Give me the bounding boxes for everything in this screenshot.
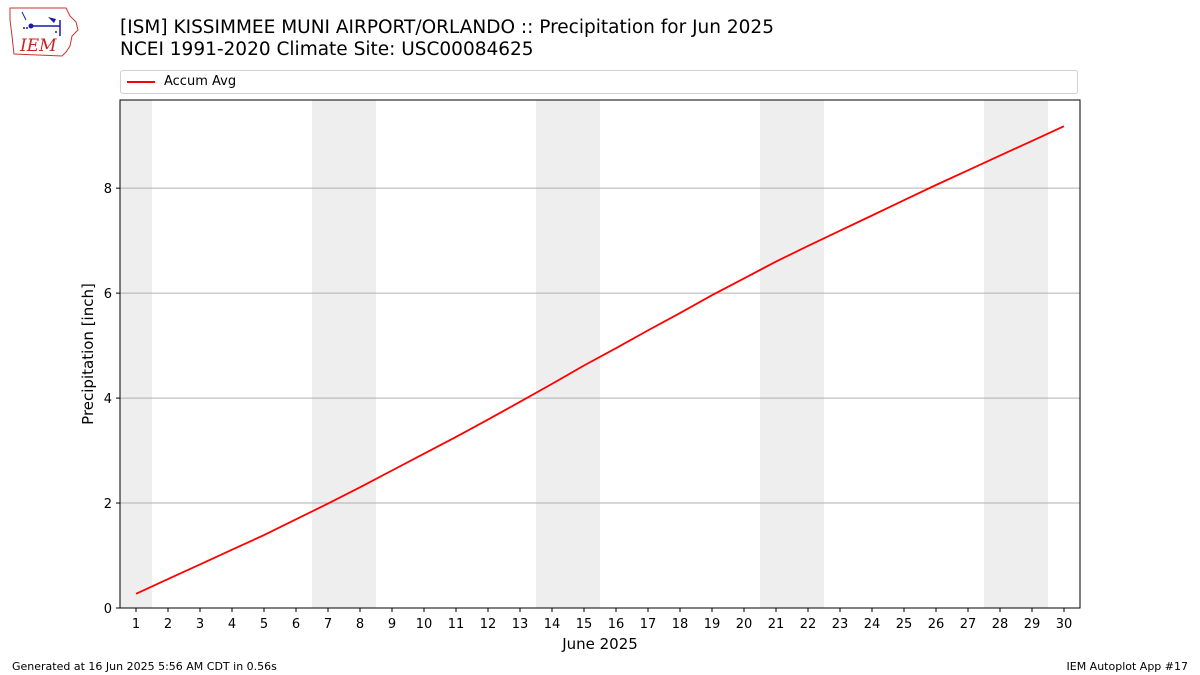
y-tick-label-8: 8 [104,182,112,197]
y-tick-label-6: 6 [104,287,112,302]
x-tick-label-19: 19 [704,617,721,632]
x-tick-label-14: 14 [544,617,561,632]
weekend-band-2 [312,100,376,608]
x-tick-label-13: 13 [512,617,529,632]
weekend-band-4 [760,100,824,608]
x-tick-label-30: 30 [1056,617,1073,632]
x-tick-label-24: 24 [864,617,881,632]
x-tick-label-11: 11 [448,617,465,632]
x-tick-label-26: 26 [928,617,945,632]
iem-logo: IEM [9,7,79,57]
x-tick-label-4: 4 [228,617,236,632]
y-tick-label-0: 0 [104,602,112,617]
legend: Accum Avg [120,70,1078,94]
legend-label: Accum Avg [164,74,237,89]
x-tick-label-5: 5 [260,617,268,632]
x-tick-label-22: 22 [800,617,817,632]
x-tick-label-9: 9 [388,617,396,632]
chart-subtitle: NCEI 1991-2020 Climate Site: USC00084625 [120,39,534,60]
x-tick-label-6: 6 [292,617,300,632]
y-tick-label-2: 2 [104,497,112,512]
generated-timestamp: Generated at 16 Jun 2025 5:56 AM CDT in … [12,660,277,673]
iowa-outline-shape [9,7,79,57]
x-tick-label-3: 3 [196,617,204,632]
x-tick-label-1: 1 [132,617,140,632]
weekend-band-3 [536,100,600,608]
x-tick-label-21: 21 [768,617,785,632]
x-tick-label-27: 27 [960,617,977,632]
x-tick-label-28: 28 [992,617,1009,632]
y-axis-label: Precipitation [inch] [79,283,97,425]
x-tick-label-23: 23 [832,617,849,632]
x-tick-label-18: 18 [672,617,689,632]
x-tick-label-29: 29 [1024,617,1041,632]
weekend-band-5 [984,100,1048,608]
app-id: IEM Autoplot App #17 [1066,660,1189,673]
x-tick-label-2: 2 [164,617,172,632]
x-tick-label-7: 7 [324,617,332,632]
legend-swatch [127,81,155,83]
y-tick-label-4: 4 [104,392,112,407]
x-tick-label-10: 10 [416,617,433,632]
x-tick-label-16: 16 [608,617,625,632]
x-tick-label-8: 8 [356,617,364,632]
plot-frame [119,99,1081,609]
x-tick-label-12: 12 [480,617,497,632]
x-axis-label: June 2025 [561,635,638,653]
logo-text: IEM [19,36,57,56]
x-tick-label-20: 20 [736,617,753,632]
x-tick-label-17: 17 [640,617,657,632]
x-tick-label-15: 15 [576,617,593,632]
x-tick-label-25: 25 [896,617,913,632]
chart-title: [ISM] KISSIMMEE MUNI AIRPORT/ORLANDO :: … [120,17,774,38]
series-line-accum-avg [135,125,1065,595]
weekend-band-1 [120,100,152,608]
